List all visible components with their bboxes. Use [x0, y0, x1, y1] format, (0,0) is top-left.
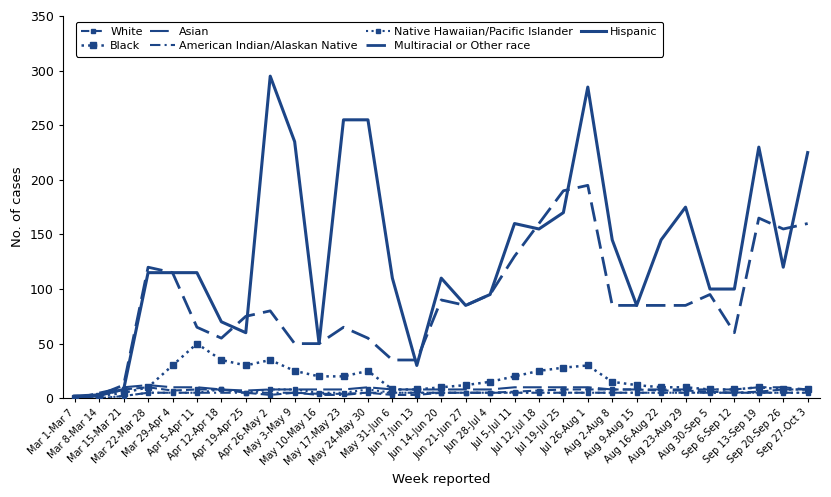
X-axis label: Week reported: Week reported [392, 473, 490, 486]
Y-axis label: No. of cases: No. of cases [11, 167, 24, 248]
Legend: White, Black, Asian, American Indian/Alaskan Native, Native Hawaiian/Pacific Isl: White, Black, Asian, American Indian/Ala… [76, 22, 663, 57]
